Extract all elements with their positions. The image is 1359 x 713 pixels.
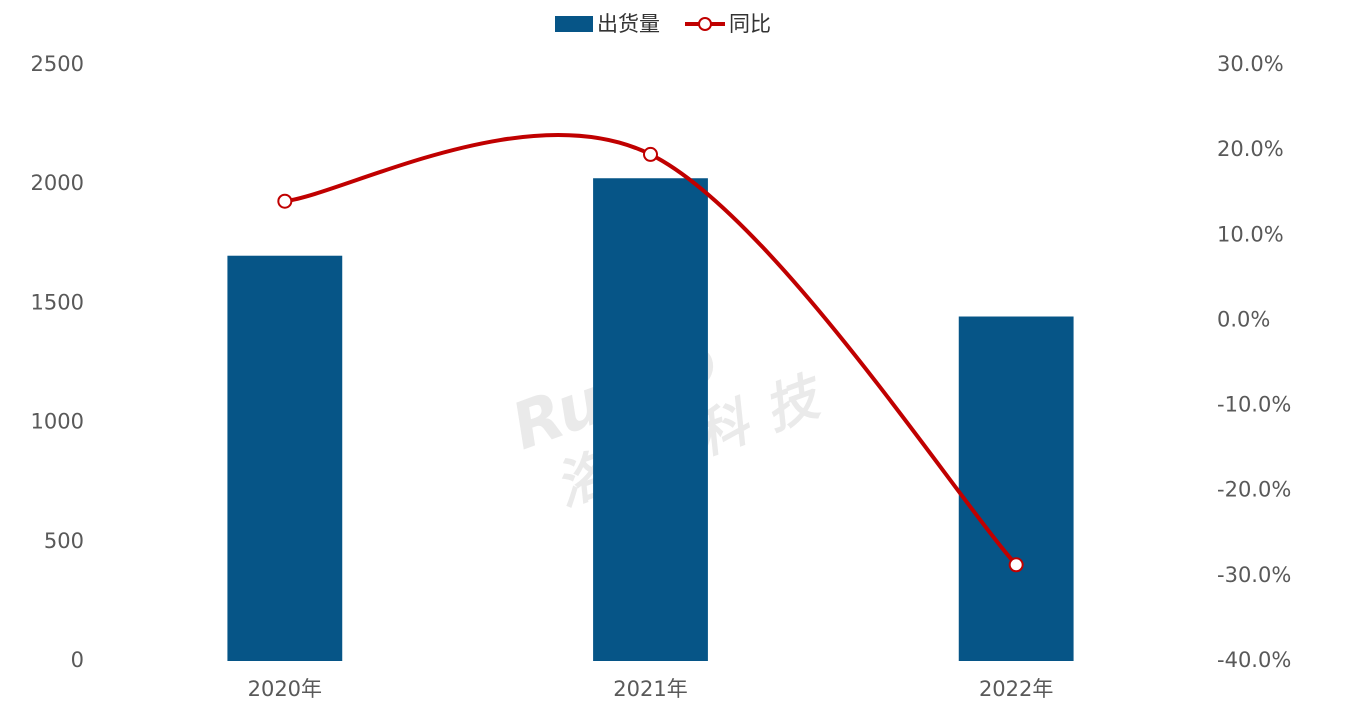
legend-swatch	[698, 17, 712, 31]
x-tick-label: 2020年	[248, 677, 322, 701]
bar	[593, 178, 708, 662]
y2-tick-label: 10.0%	[1217, 222, 1284, 246]
line-marker	[1008, 557, 1024, 573]
x-tick-label: 2022年	[979, 677, 1053, 701]
y2-tick-label: -20.0%	[1217, 478, 1291, 502]
y-tick-label: 1000	[31, 410, 84, 434]
y2-tick-label: -30.0%	[1217, 563, 1291, 587]
bar	[958, 316, 1074, 661]
y2-tick-label: -40.0%	[1217, 648, 1291, 672]
y-tick-label: 500	[44, 529, 84, 553]
y-tick-label: 0	[71, 648, 84, 672]
y2-tick-label: 30.0%	[1217, 52, 1284, 76]
line	[284, 132, 1018, 567]
y-tick-label: 1500	[31, 290, 84, 314]
y-tick-label: 2000	[31, 171, 84, 195]
y2-tick-label: 0.0%	[1217, 307, 1270, 331]
y2-tick-label: 20.0%	[1217, 137, 1284, 161]
legend-label: 出货量	[597, 12, 660, 36]
x-tick-label: 2021年	[613, 677, 687, 701]
bar	[227, 255, 343, 661]
line-marker	[277, 193, 293, 209]
line-marker	[643, 146, 658, 162]
legend-label: 同比	[729, 12, 771, 36]
y2-tick-label: -10.0%	[1217, 393, 1291, 417]
legend-swatch	[555, 16, 593, 32]
y-tick-label: 2500	[31, 52, 84, 76]
